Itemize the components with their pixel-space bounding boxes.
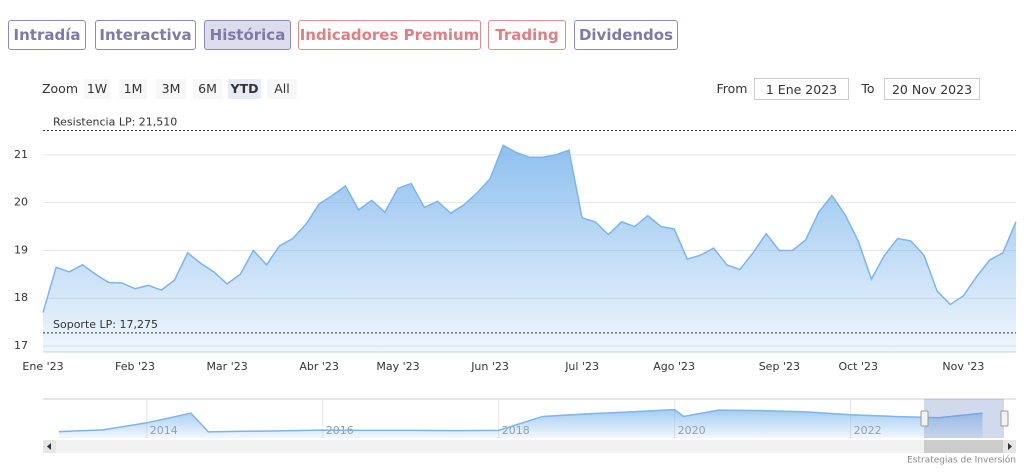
y-tick-label: 21: [14, 148, 28, 161]
tab[interactable]: Intradía: [8, 20, 86, 50]
credit: Estrategias de Inversión: [907, 455, 1016, 466]
plot-line-label: Resistencia LP: 21,510: [53, 116, 177, 129]
from-label: From: [716, 81, 748, 96]
y-tick-label: 20: [14, 196, 28, 209]
scrollbar-track: [43, 440, 1016, 453]
x-tick-label: May '23: [376, 360, 419, 373]
x-tick-label: Feb '23: [115, 360, 155, 373]
x-tick-label: Ago '23: [653, 360, 695, 373]
scroll-arrow: [47, 443, 51, 450]
from-input[interactable]: 1 Ene 2023: [754, 78, 849, 100]
to-input[interactable]: 20 Nov 2023: [884, 78, 980, 100]
navigator-handle: [920, 410, 929, 427]
tab[interactable]: Indicadores Premium: [298, 20, 481, 50]
x-tick-label: Jun '23: [470, 360, 509, 373]
zoom-button[interactable]: All: [267, 79, 297, 99]
x-tick-label: Ene '23: [22, 360, 63, 373]
x-tick-label: Jul '23: [564, 360, 599, 373]
zoom-button[interactable]: 1M: [119, 79, 147, 99]
zoom-button[interactable]: YTD: [228, 79, 261, 99]
y-tick-label: 19: [14, 243, 28, 256]
y-tick-label: 18: [14, 291, 28, 304]
x-tick-label: Sep '23: [759, 360, 800, 373]
zoom-button[interactable]: 1W: [84, 79, 110, 99]
price-line: [42, 144, 1017, 313]
navigator-mask: [924, 399, 1004, 438]
to-label: To: [861, 81, 875, 96]
y-tick-label: 17: [14, 339, 28, 352]
x-tick-label: Nov '23: [942, 360, 984, 373]
navigator-handle: [1000, 410, 1009, 427]
price-fill: [43, 145, 1016, 352]
zoom-button[interactable]: 3M: [156, 79, 186, 99]
scrollbar-thumb: [924, 440, 1004, 453]
x-tick-label: Abr '23: [299, 360, 339, 373]
tab[interactable]: Trading: [488, 20, 566, 50]
zoom-button[interactable]: 6M: [193, 79, 222, 99]
x-tick-label: Mar '23: [206, 360, 247, 373]
plot-line-label: Soporte LP: 17,275: [53, 318, 158, 331]
tab[interactable]: Histórica: [204, 20, 291, 50]
tab[interactable]: Interactiva: [95, 20, 196, 50]
tab[interactable]: Dividendos: [574, 20, 678, 50]
x-tick-label: Oct '23: [838, 360, 878, 373]
navigator-line: [58, 408, 983, 433]
scroll-arrow: [1008, 443, 1012, 450]
zoom-label: Zoom: [41, 81, 79, 96]
